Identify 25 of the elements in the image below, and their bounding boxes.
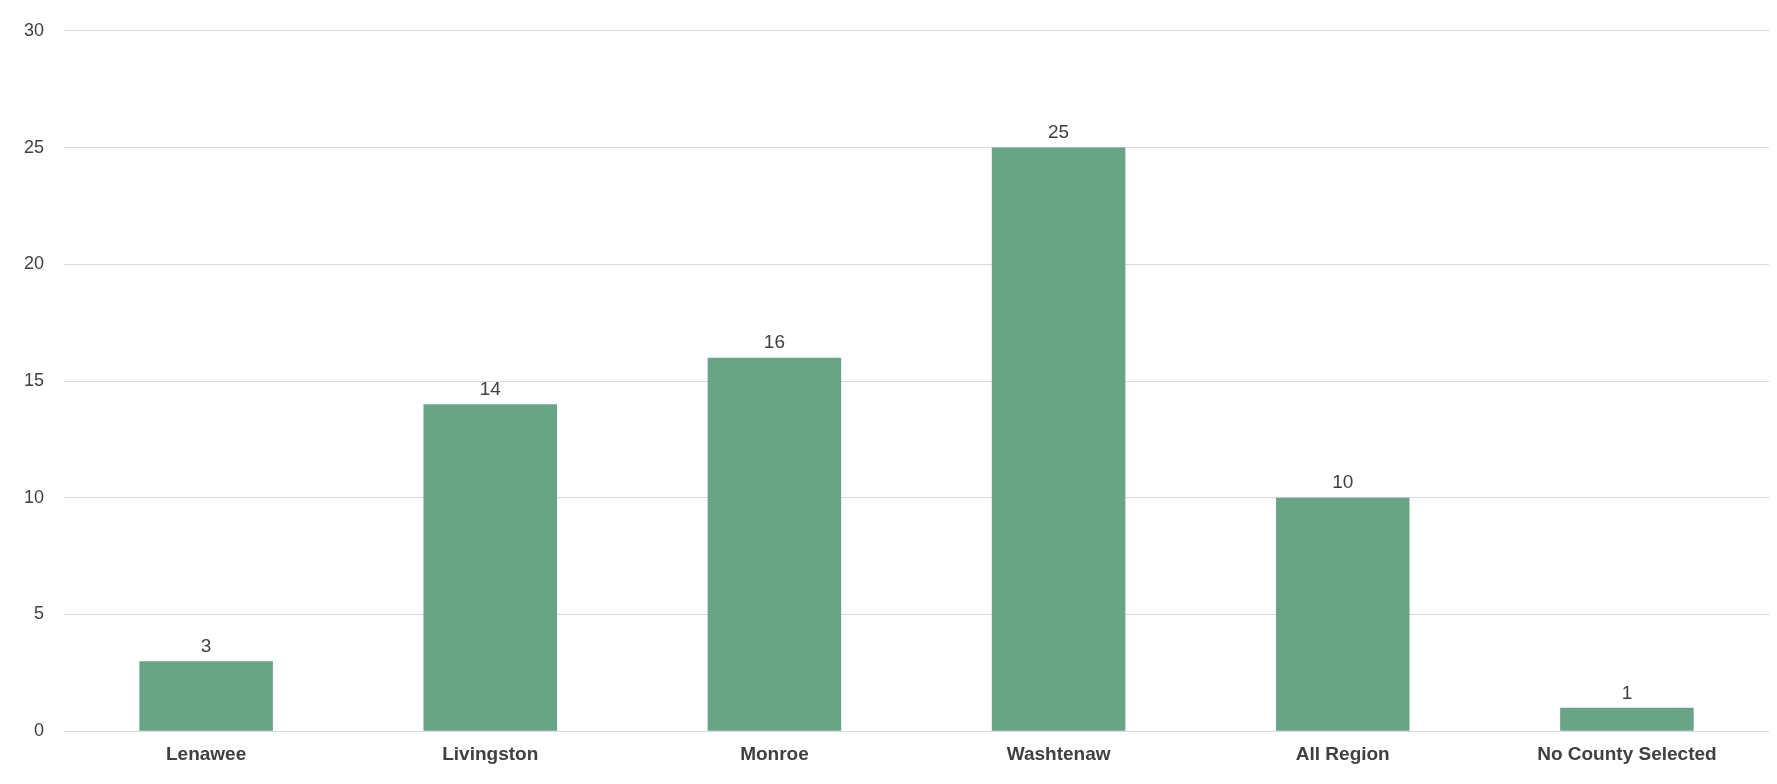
y-tick-label: 30 xyxy=(23,19,45,40)
y-tick-label: 25 xyxy=(23,136,45,157)
x-tick-label: Livingston xyxy=(442,742,539,764)
bar xyxy=(1275,497,1410,731)
data-label: 16 xyxy=(763,331,785,353)
data-label: 1 xyxy=(1621,681,1633,703)
x-tick-label: No County Selected xyxy=(1537,742,1717,764)
bar xyxy=(707,357,842,731)
y-tick-label: 5 xyxy=(34,603,45,624)
y-tick-label: 15 xyxy=(23,369,45,390)
data-label: 3 xyxy=(200,634,212,656)
y-tick-label: 10 xyxy=(23,486,45,507)
x-tick-label: Monroe xyxy=(740,742,809,764)
bar xyxy=(1560,707,1694,731)
x-tick-label: All Region xyxy=(1295,742,1390,764)
x-tick-label: Washtenaw xyxy=(1006,742,1111,764)
data-label: 25 xyxy=(1048,121,1070,143)
data-label: 10 xyxy=(1332,471,1354,493)
bar xyxy=(423,404,558,731)
bar xyxy=(991,147,1126,731)
data-label: 14 xyxy=(479,378,502,400)
y-tick-label: 0 xyxy=(34,720,45,741)
y-tick-label: 20 xyxy=(23,253,45,274)
x-tick-label: Lenawee xyxy=(165,742,247,764)
bar xyxy=(139,661,273,731)
